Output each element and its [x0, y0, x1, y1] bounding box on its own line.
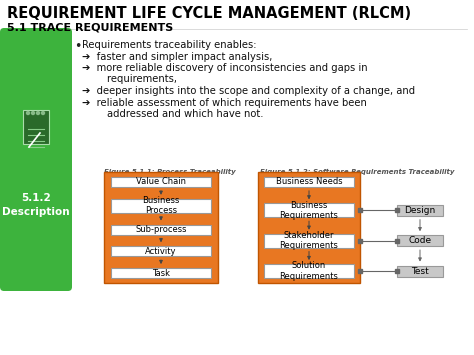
Text: Solution
Requirements: Solution Requirements — [280, 261, 338, 281]
FancyBboxPatch shape — [0, 28, 72, 291]
Circle shape — [36, 111, 39, 115]
FancyBboxPatch shape — [111, 177, 211, 187]
Text: ➔  reliable assessment of which requirements have been: ➔ reliable assessment of which requireme… — [82, 98, 367, 108]
Text: Test: Test — [411, 267, 429, 275]
Text: ➔  faster and simpler impact analysis,: ➔ faster and simpler impact analysis, — [82, 51, 273, 61]
Text: Business
Requirements: Business Requirements — [280, 201, 338, 220]
FancyBboxPatch shape — [264, 177, 354, 187]
Text: Business
Process: Business Process — [142, 196, 180, 215]
Text: Business Needs: Business Needs — [276, 178, 342, 186]
Text: REQUIREMENT LIFE CYCLE MANAGEMENT (RLCM): REQUIREMENT LIFE CYCLE MANAGEMENT (RLCM) — [7, 6, 411, 21]
FancyBboxPatch shape — [397, 266, 443, 277]
Text: 5.1.2
Description: 5.1.2 Description — [2, 193, 70, 217]
FancyBboxPatch shape — [104, 172, 218, 283]
Text: Requirements traceability enables:: Requirements traceability enables: — [82, 40, 256, 50]
Text: Value Chain: Value Chain — [136, 178, 186, 186]
Circle shape — [42, 111, 45, 115]
FancyBboxPatch shape — [397, 235, 443, 246]
Text: Activity: Activity — [145, 247, 177, 256]
Text: Stakeholder
Requirements: Stakeholder Requirements — [280, 231, 338, 250]
Text: Figure 5.1.1: Process Traceability: Figure 5.1.1: Process Traceability — [104, 169, 236, 175]
Text: Code: Code — [409, 236, 431, 245]
Circle shape — [27, 111, 29, 115]
Text: requirements,: requirements, — [82, 75, 177, 84]
Text: •: • — [74, 40, 82, 53]
Text: Sub-process: Sub-process — [135, 225, 187, 234]
Text: 5.1 TRACE REQUIREMENTS: 5.1 TRACE REQUIREMENTS — [7, 22, 173, 32]
FancyBboxPatch shape — [111, 199, 211, 213]
FancyBboxPatch shape — [23, 110, 49, 144]
Circle shape — [31, 111, 35, 115]
FancyBboxPatch shape — [111, 246, 211, 256]
Text: Figure 5.1.2: Software Requirements Traceability: Figure 5.1.2: Software Requirements Trac… — [260, 169, 455, 175]
FancyBboxPatch shape — [264, 203, 354, 217]
FancyBboxPatch shape — [258, 172, 360, 283]
Text: Task: Task — [152, 268, 170, 278]
FancyBboxPatch shape — [264, 234, 354, 248]
FancyBboxPatch shape — [397, 205, 443, 216]
Text: addressed and which have not.: addressed and which have not. — [82, 109, 264, 119]
FancyBboxPatch shape — [264, 264, 354, 278]
FancyBboxPatch shape — [111, 268, 211, 278]
Text: ➔  deeper insights into the scope and complexity of a change, and: ➔ deeper insights into the scope and com… — [82, 86, 415, 96]
Text: ➔  more reliable discovery of inconsistencies and gaps in: ➔ more reliable discovery of inconsisten… — [82, 63, 368, 73]
FancyBboxPatch shape — [111, 224, 211, 235]
Text: Design: Design — [404, 206, 436, 215]
